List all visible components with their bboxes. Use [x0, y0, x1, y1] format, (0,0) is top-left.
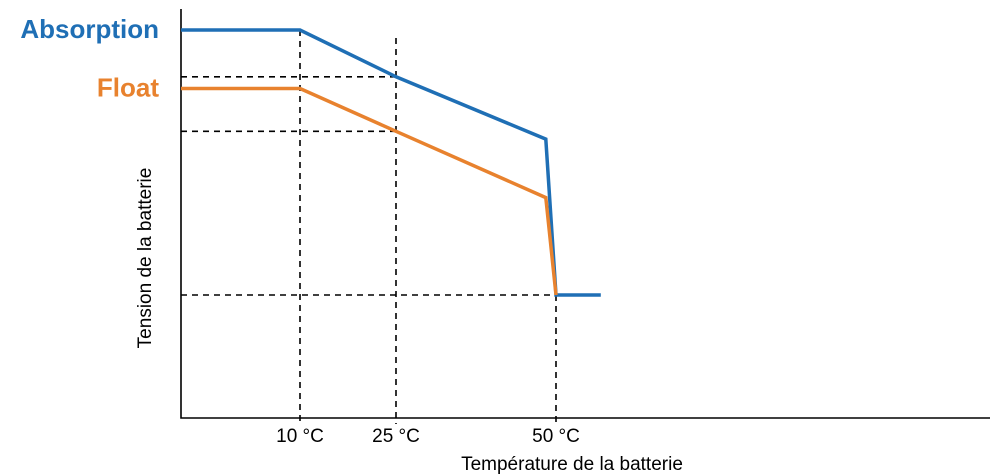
x-tick-label: 10 °C [276, 426, 324, 447]
series-lines [181, 28, 601, 297]
x-tick-label: 50 °C [532, 426, 580, 447]
x-tick-labels: 10 °C 25 °C 50 °C [276, 426, 580, 447]
y-axis-title: Tension de la batterie [135, 168, 156, 349]
series-line-float [181, 86, 558, 296]
series-label-float: Float [97, 72, 159, 102]
x-axis-title: Température de la batterie [461, 454, 683, 475]
axes [180, 9, 990, 419]
axis-lines [180, 9, 990, 419]
series-labels: Absorption Float [20, 14, 159, 102]
x-tick-label: 25 °C [372, 426, 420, 447]
guide-lines [181, 30, 557, 424]
series-label-absorption: Absorption [20, 14, 159, 44]
series-line-absorption [181, 28, 601, 297]
